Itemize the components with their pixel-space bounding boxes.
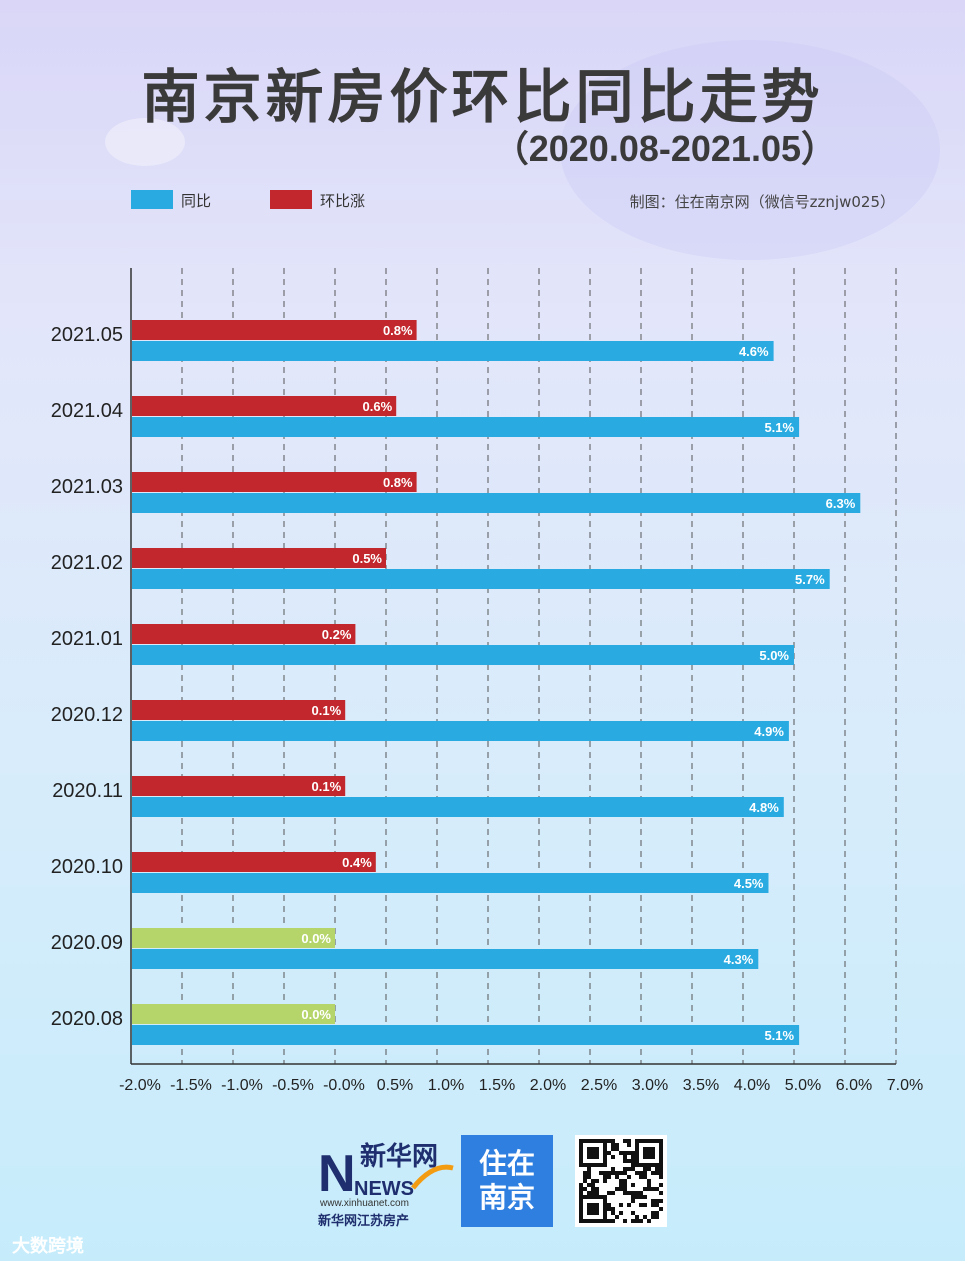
page-subtitle: （2020.08-2021.05） bbox=[492, 128, 837, 169]
x-tick-label: 5.0% bbox=[785, 1077, 821, 1094]
category-label: 2021.02 bbox=[51, 552, 123, 574]
bar-yoy bbox=[132, 1025, 800, 1045]
x-tick-label: 0.5% bbox=[377, 1077, 413, 1094]
bar-yoy bbox=[132, 417, 800, 437]
bar-label-yoy: 4.6% bbox=[739, 344, 769, 359]
xinhua-cn-label: 新华网 bbox=[360, 1142, 439, 1172]
bar-label-yoy: 5.1% bbox=[764, 1028, 794, 1043]
bar-label-yoy: 4.9% bbox=[754, 724, 784, 739]
x-tick-label: 7.0% bbox=[887, 1077, 923, 1094]
bar-yoy bbox=[132, 949, 759, 969]
bar-yoy bbox=[132, 341, 774, 361]
category-label: 2020.08 bbox=[51, 1008, 123, 1030]
legend-label-mom: 环比涨 bbox=[320, 192, 366, 210]
bar-label-mom: 0.6% bbox=[363, 399, 393, 414]
bar-label-mom: 0.1% bbox=[312, 703, 342, 718]
category-label: 2021.03 bbox=[51, 476, 123, 498]
bar-label-mom: 0.0% bbox=[301, 931, 331, 946]
category-label: 2020.10 bbox=[51, 856, 123, 878]
decor-bubble bbox=[560, 40, 940, 260]
zznj-logo: 住在 南京 bbox=[461, 1135, 553, 1227]
x-tick-label: 1.0% bbox=[428, 1077, 464, 1094]
x-tick-label: 3.0% bbox=[632, 1077, 668, 1094]
bar-mom bbox=[132, 852, 376, 872]
category-label: 2020.11 bbox=[52, 780, 123, 802]
bar-mom bbox=[132, 472, 417, 492]
bar-mom bbox=[132, 548, 386, 568]
bar-yoy bbox=[132, 797, 784, 817]
bar-chart: -2.0% -1.5% -1.0% -0.5% -0.0% 0.5% 1.0% 1.5% 2.0… bbox=[51, 268, 923, 1094]
xinhua-logo: N NEWS bbox=[318, 1133, 468, 1228]
bar-label-yoy: 4.3% bbox=[724, 952, 754, 967]
x-tick-label: 4.0% bbox=[734, 1077, 770, 1094]
x-tick-label: 2.5% bbox=[581, 1077, 617, 1094]
category-label: 2021.04 bbox=[51, 400, 123, 422]
bar-mom bbox=[132, 700, 346, 720]
decor-bubble bbox=[105, 118, 185, 166]
bar-label-mom: 0.0% bbox=[301, 1007, 331, 1022]
bar-yoy bbox=[132, 873, 769, 893]
bar-label-yoy: 5.1% bbox=[764, 420, 794, 435]
legend-swatch-mom bbox=[270, 190, 312, 209]
xinhua-subtitle: 新华网江苏房产 bbox=[318, 1214, 410, 1229]
brand-line1: 住在 bbox=[478, 1147, 535, 1180]
bar-label-mom: 0.8% bbox=[383, 323, 413, 338]
source-watermark: 大数跨境 bbox=[12, 1236, 84, 1257]
x-tick-label: -0.5% bbox=[272, 1077, 314, 1094]
bar-label-mom: 0.5% bbox=[352, 551, 382, 566]
bar-yoy bbox=[132, 721, 789, 741]
x-tick-label: 1.5% bbox=[479, 1077, 515, 1094]
qr-code-icon bbox=[575, 1135, 667, 1227]
xinhua-url: www.xinhuanet.com bbox=[320, 1198, 409, 1209]
legend-swatch-yoy bbox=[131, 190, 173, 209]
bar-label-yoy: 4.8% bbox=[749, 800, 779, 815]
category-label: 2021.01 bbox=[51, 628, 123, 650]
bar-label-yoy: 4.5% bbox=[734, 876, 764, 891]
credit-line: 制图：住在南京网（微信号zznjw025） bbox=[629, 193, 895, 211]
bar-yoy bbox=[132, 493, 861, 513]
category-label: 2021.05 bbox=[51, 324, 123, 346]
x-tick-label: -2.0% bbox=[119, 1077, 161, 1094]
bar-mom bbox=[132, 396, 397, 416]
category-label: 2020.09 bbox=[51, 932, 123, 954]
bar-label-yoy: 6.3% bbox=[826, 496, 856, 511]
brand-line2: 南京 bbox=[478, 1181, 535, 1214]
x-tick-label: -1.0% bbox=[221, 1077, 263, 1094]
x-tick-label: 3.5% bbox=[683, 1077, 719, 1094]
bar-mom bbox=[132, 624, 356, 644]
bar-mom bbox=[132, 320, 417, 340]
bar-yoy bbox=[132, 645, 794, 665]
x-tick-label: -0.0% bbox=[323, 1077, 365, 1094]
legend-label-yoy: 同比 bbox=[181, 192, 212, 210]
xinhua-news-icon: N NEWS bbox=[318, 1145, 454, 1203]
x-tick-label: 6.0% bbox=[836, 1077, 872, 1094]
svg-text:N: N bbox=[318, 1145, 356, 1203]
bar-label-mom: 0.2% bbox=[322, 627, 352, 642]
bar-label-mom: 0.1% bbox=[312, 779, 342, 794]
bar-mom bbox=[132, 1004, 335, 1024]
bar-label-mom: 0.4% bbox=[342, 855, 372, 870]
category-label: 2020.12 bbox=[51, 704, 123, 726]
bar-label-mom: 0.8% bbox=[383, 475, 413, 490]
bar-yoy bbox=[132, 569, 830, 589]
bar-mom bbox=[132, 928, 335, 948]
page-title: 南京新房价环比同比走势 bbox=[141, 63, 824, 131]
x-tick-label: 2.0% bbox=[530, 1077, 566, 1094]
x-tick-label: -1.5% bbox=[170, 1077, 212, 1094]
xinhua-en: NEWS bbox=[354, 1178, 414, 1200]
bar-label-yoy: 5.0% bbox=[759, 648, 789, 663]
bar-label-yoy: 5.7% bbox=[795, 572, 825, 587]
bar-mom bbox=[132, 776, 346, 796]
